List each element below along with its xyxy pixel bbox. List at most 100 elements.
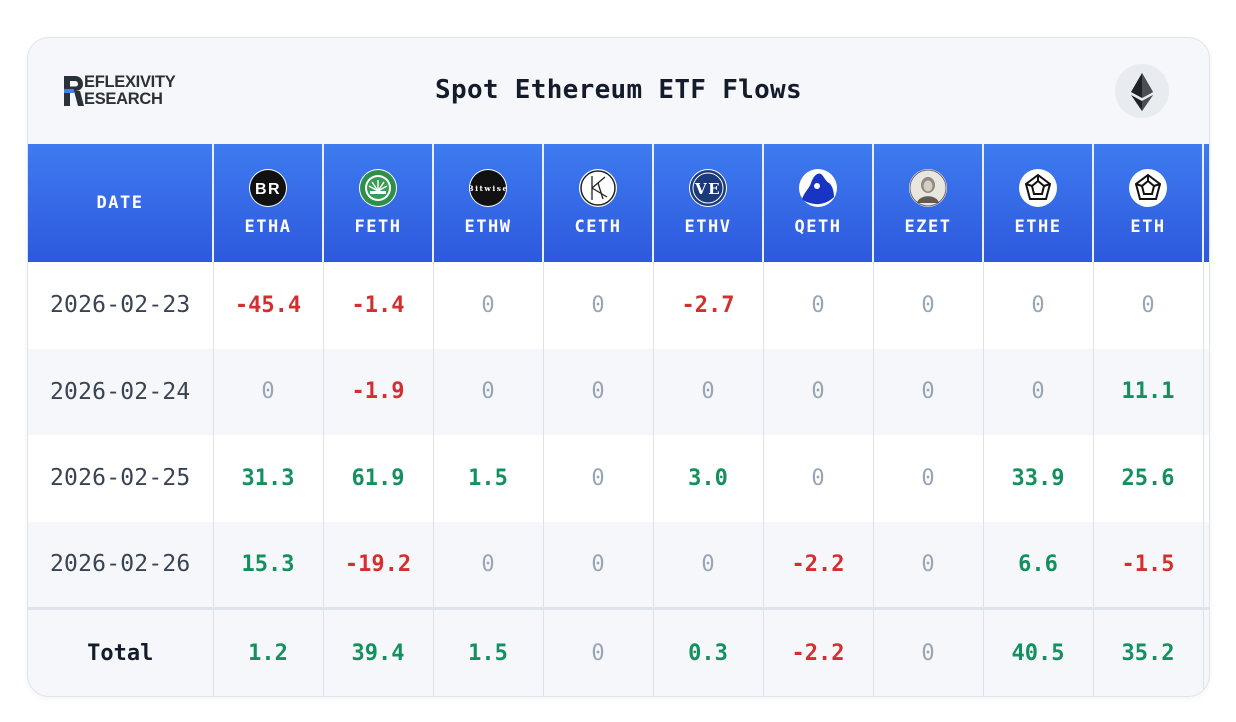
flow-cell-ceth: 0 [543,262,654,349]
franklin-logo-icon [909,169,947,207]
flow-cell-ethw: 0 [433,262,544,349]
flow-cell-ethw: 0 [433,521,544,608]
ticker-label: EZET [904,217,952,237]
ticker-header-ceth: CETH [543,144,654,262]
table-row: 2026-02-24 0 -1.9 0 0 0 0 0 0 11.1 [28,348,1209,435]
flow-cell-ceth: 0 [543,521,654,608]
fidelity-logo-icon [359,169,397,207]
flow-cell-qeth: 0 [763,435,874,522]
etf-flows-table: DATE BR ETHA [28,144,1209,696]
ticker-header-ethe: ETHE [983,144,1094,262]
etf-flows-card: EFLEXIVITY ESEARCH Spot Ethereum ETF Flo… [27,37,1210,697]
flow-cell-feth: -1.9 [323,348,434,435]
overflow-cell [1203,521,1209,608]
flow-cell-etha: 31.3 [213,435,324,522]
table-row: 2026-02-23 -45.4 -1.4 0 0 -2.7 0 0 0 0 [28,262,1209,349]
overflow-cell [1203,606,1209,696]
blackrock-logo-icon: BR [249,169,287,207]
ticker-header-ezet: EZET [873,144,984,262]
flow-cell-etha: -45.4 [213,262,324,349]
svg-text:Bitwise: Bitwise [469,184,507,193]
ticker-header-eth: ETH [1093,144,1204,262]
flow-cell-eth: -1.5 [1093,521,1204,608]
flow-cell-feth: -1.4 [323,262,434,349]
flow-cell-feth: -19.2 [323,521,434,608]
overflow-cell [1203,262,1209,349]
ticker-header-ethw: Bitwise ETHW [433,144,544,262]
date-cell: 2026-02-24 [28,348,214,435]
21shares-logo-icon [579,169,617,207]
flow-cell-ceth: 0 [543,435,654,522]
flow-cell-ezet: 0 [873,348,984,435]
total-cell-ethe: 40.5 [983,606,1094,696]
flow-cell-eth: 0 [1093,262,1204,349]
flow-cell-ceth: 0 [543,348,654,435]
reflexivity-r-icon [64,76,84,106]
ticker-label: ETHE [1014,217,1062,237]
date-cell: 2026-02-23 [28,262,214,349]
flow-cell-qeth: 0 [763,262,874,349]
ethereum-icon [1115,64,1169,118]
ticker-header-feth: FETH [323,144,434,262]
total-cell-ethw: 1.5 [433,606,544,696]
page-title: Spot Ethereum ETF Flows [435,75,802,105]
ticker-header-qeth: QETH [763,144,874,262]
invesco-logo-icon [799,169,837,207]
ticker-label: ETH [1130,217,1166,237]
grayscale-mini-logo-icon [1129,169,1167,207]
flow-cell-ethv: 0 [653,521,764,608]
flow-cell-ezet: 0 [873,435,984,522]
date-cell: 2026-02-26 [28,521,214,608]
flow-cell-ethv: -2.7 [653,262,764,349]
flow-cell-feth: 61.9 [323,435,434,522]
total-label: Total [28,606,214,696]
flow-cell-eth: 11.1 [1093,348,1204,435]
date-column-header: DATE [28,144,214,262]
flow-cell-etha: 0 [213,348,324,435]
ticker-header-ethv: VE ETHV [653,144,764,262]
flow-cell-eth: 25.6 [1093,435,1204,522]
total-cell-feth: 39.4 [323,606,434,696]
logo-line-1: EFLEXIVITY [84,73,176,91]
flow-cell-ethv: 0 [653,348,764,435]
flow-cell-ethv: 3.0 [653,435,764,522]
total-row: Total 1.2 39.4 1.5 0 0.3 -2.2 0 40.5 35.2 [28,606,1209,696]
ticker-label: FETH [354,217,402,237]
table-row: 2026-02-26 15.3 -19.2 0 0 0 -2.2 0 6.6 -1.5 [28,521,1209,608]
flow-cell-ethe: 0 [983,348,1094,435]
flow-cell-ethe: 33.9 [983,435,1094,522]
grayscale-logo-icon [1019,169,1057,207]
ticker-label: CETH [574,217,622,237]
total-cell-etha: 1.2 [213,606,324,696]
ticker-label: ETHW [464,217,512,237]
header-overflow-column [1203,144,1209,262]
total-cell-ethv: 0.3 [653,606,764,696]
flow-cell-ethe: 6.6 [983,521,1094,608]
reflexivity-research-logo: EFLEXIVITY ESEARCH [62,73,202,109]
card-header: EFLEXIVITY ESEARCH Spot Ethereum ETF Flo… [28,38,1209,144]
date-cell: 2026-02-25 [28,435,214,522]
flow-cell-qeth: -2.2 [763,521,874,608]
overflow-cell [1203,348,1209,435]
logo-line-2: ESEARCH [84,90,163,108]
total-cell-ezet: 0 [873,606,984,696]
total-cell-qeth: -2.2 [763,606,874,696]
flow-cell-etha: 15.3 [213,521,324,608]
table-row: 2026-02-25 31.3 61.9 1.5 0 3.0 0 0 33.9 25.6 [28,435,1209,522]
ticker-label: ETHA [244,217,292,237]
flow-cell-ethw: 0 [433,348,544,435]
table-header-row: DATE BR ETHA [28,144,1209,262]
flow-cell-ethe: 0 [983,262,1094,349]
ticker-header-etha: BR ETHA [213,144,324,262]
bitwise-logo-icon: Bitwise [469,169,507,207]
total-cell-ceth: 0 [543,606,654,696]
vaneck-logo-icon: VE [689,169,727,207]
ticker-label: QETH [794,217,842,237]
flow-cell-ethw: 1.5 [433,435,544,522]
svg-text:VE: VE [694,180,721,198]
flow-cell-qeth: 0 [763,348,874,435]
svg-text:BR: BR [255,181,281,198]
ticker-label: ETHV [684,217,732,237]
flow-cell-ezet: 0 [873,521,984,608]
total-cell-eth: 35.2 [1093,606,1204,696]
